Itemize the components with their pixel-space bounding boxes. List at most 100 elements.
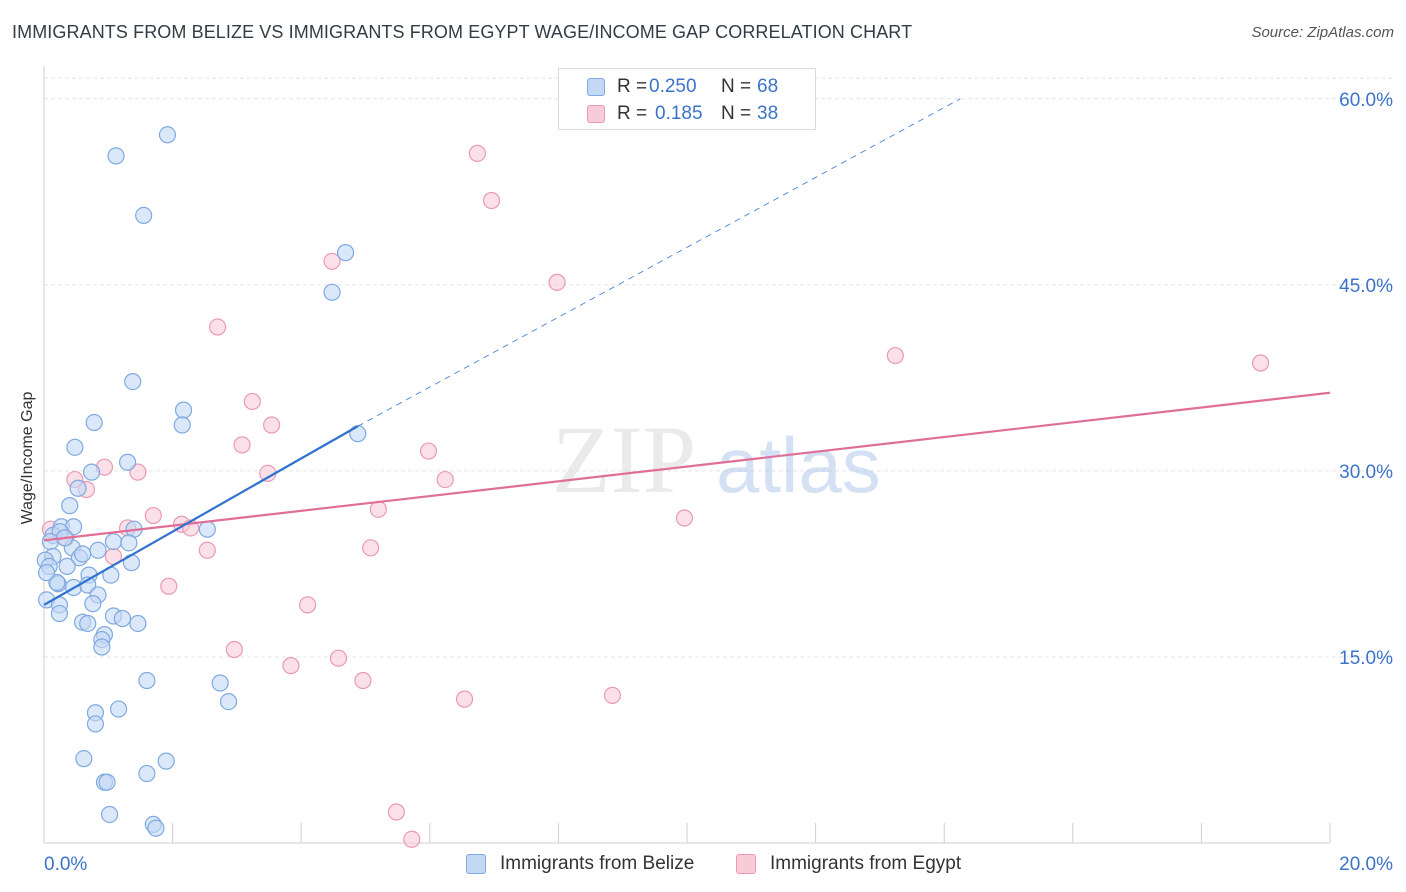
belize-point: [37, 564, 56, 582]
egypt-point: [387, 803, 405, 821]
y-tick-label: 60.0%: [1339, 90, 1393, 111]
belize-point: [69, 479, 87, 497]
belize-point: [75, 750, 93, 768]
egypt-point: [482, 191, 501, 210]
egypt-point: [369, 500, 387, 518]
belize-point: [349, 425, 367, 443]
legend-egypt-label: Immigrants from Egypt: [770, 853, 962, 874]
egypt-trendline: [43, 391, 1331, 542]
egypt-point: [263, 416, 281, 434]
egypt-point: [198, 541, 216, 559]
belize-point: [48, 573, 66, 592]
x-tick-label: 20.0%: [1339, 854, 1393, 875]
egypt-n-label: N =: [721, 103, 752, 124]
egypt-point: [455, 690, 474, 708]
belize-point: [73, 545, 92, 563]
egypt-point: [548, 273, 566, 291]
y-axis-label: Wage/Income Gap: [19, 391, 36, 525]
belize-point: [211, 674, 229, 692]
egypt-swatch: [587, 105, 605, 123]
belize-point: [86, 715, 105, 733]
egypt-point: [144, 506, 162, 525]
belize-point: [89, 541, 107, 559]
legend-row-belize: R = 0.250 N = 68: [587, 75, 778, 99]
belize-point: [158, 126, 177, 144]
egypt-r-label: R =: [617, 103, 648, 124]
belize-point: [120, 534, 138, 552]
egypt-r-value: 0.185: [655, 103, 703, 124]
belize-point: [147, 819, 165, 837]
belize-point: [41, 533, 60, 551]
belize-point: [58, 557, 76, 576]
y-tick-label: 15.0%: [1339, 648, 1393, 669]
belize-trendline: [43, 425, 359, 606]
egypt-point: [323, 252, 341, 270]
belize-point: [157, 752, 175, 770]
belize-r-value: 0.250: [649, 76, 697, 97]
egypt-point: [329, 649, 348, 667]
belize-point: [104, 533, 123, 551]
belize-n-value: 68: [757, 76, 779, 97]
belize-point: [138, 764, 156, 783]
belize-point: [84, 595, 102, 613]
y-tick-label: 45.0%: [1339, 276, 1393, 297]
belize-point: [336, 244, 355, 262]
egypt-point: [603, 686, 622, 705]
egypt-n-value: 38: [757, 103, 779, 124]
legend-item-egypt[interactable]: Immigrants from Egypt: [736, 853, 961, 875]
egypt-point: [233, 436, 251, 454]
belize-point: [93, 638, 111, 656]
belize-point: [85, 413, 103, 432]
egypt-point: [468, 144, 486, 162]
stats-legend: R = 0.250 N = 68 R = 0.185 N = 38: [558, 68, 816, 130]
egypt-points: [41, 144, 1270, 848]
belize-trendline-extension: [357, 98, 961, 427]
legend-item-belize[interactable]: Immigrants from Belize: [466, 853, 694, 875]
axis-layer: [43, 66, 1331, 844]
x-tick-label: 0.0%: [44, 854, 87, 875]
egypt-point: [209, 318, 227, 336]
belize-point: [219, 693, 238, 711]
belize-point: [107, 147, 125, 165]
egypt-point: [403, 830, 421, 848]
egypt-point: [129, 463, 147, 481]
egypt-point: [436, 470, 454, 489]
source-label: Source: ZipAtlas.com: [1251, 24, 1394, 41]
belize-point: [113, 609, 132, 628]
belize-point: [173, 416, 191, 434]
egypt-point: [886, 346, 904, 365]
belize-points: [36, 126, 367, 837]
y-tick-label: 30.0%: [1339, 462, 1393, 483]
tick-label-layer: 15.0% 30.0% 45.0% 60.0% 0.0% 20.0%: [44, 90, 1393, 875]
belize-point: [66, 438, 84, 456]
egypt-point: [362, 539, 380, 557]
belize-point: [174, 401, 193, 419]
egypt-point: [282, 657, 300, 675]
legend-egypt-swatch: [736, 854, 756, 874]
egypt-point: [675, 509, 694, 527]
belize-point: [79, 614, 97, 633]
trend-layer: [43, 98, 1331, 606]
belize-r-label: R =: [617, 76, 648, 97]
belize-point: [118, 453, 137, 471]
belize-point: [124, 373, 142, 391]
egypt-point: [419, 442, 438, 460]
belize-point: [129, 614, 147, 633]
belize-point: [323, 283, 341, 301]
belize-point: [135, 206, 153, 224]
watermark: ZIP atlas: [552, 406, 881, 513]
belize-point: [98, 773, 116, 791]
watermark-zip: ZIP: [552, 406, 696, 513]
egypt-point: [225, 640, 243, 659]
watermark-atlas: atlas: [716, 421, 881, 509]
egypt-point: [354, 671, 372, 690]
belize-point: [138, 671, 156, 690]
egypt-point: [243, 392, 261, 411]
belize-point: [100, 805, 119, 824]
egypt-point: [299, 596, 317, 614]
belize-point: [82, 463, 101, 481]
belize-point: [61, 497, 79, 515]
egypt-point: [1251, 354, 1270, 372]
chart-title: IMMIGRANTS FROM BELIZE VS IMMIGRANTS FRO…: [12, 22, 913, 42]
